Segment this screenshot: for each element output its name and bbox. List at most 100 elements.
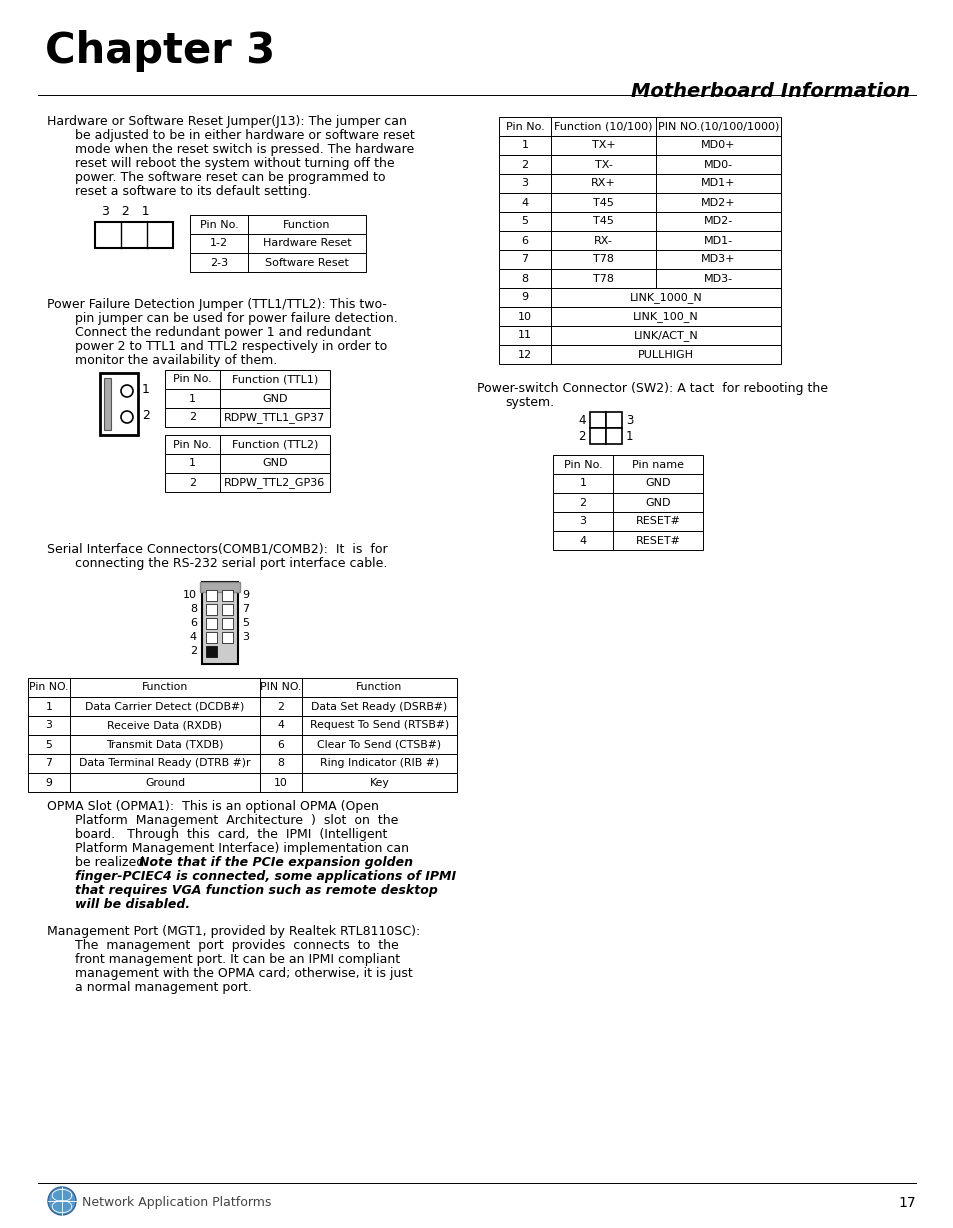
Text: RX-: RX- xyxy=(594,236,612,246)
Text: 3: 3 xyxy=(242,632,249,642)
Text: Pin No.: Pin No. xyxy=(172,375,212,384)
Text: 5: 5 xyxy=(521,216,528,226)
Text: 2: 2 xyxy=(189,478,196,488)
Text: 8: 8 xyxy=(521,274,528,284)
Text: 10: 10 xyxy=(517,312,532,322)
Text: 12: 12 xyxy=(517,350,532,360)
Text: Data Set Ready (DSRB#): Data Set Ready (DSRB#) xyxy=(311,701,447,711)
Text: Function (TTL2): Function (TTL2) xyxy=(232,440,318,449)
Bar xyxy=(190,215,366,235)
Bar xyxy=(190,253,366,271)
Text: board.   Through  this  card,  the  IPMI  (Intelligent: board. Through this card, the IPMI (Inte… xyxy=(75,828,387,841)
Text: Receive Data (RXDB): Receive Data (RXDB) xyxy=(108,721,222,731)
Bar xyxy=(165,370,330,389)
Bar xyxy=(104,378,111,430)
Text: 1: 1 xyxy=(189,393,195,404)
Text: 4: 4 xyxy=(578,414,585,427)
Text: 4: 4 xyxy=(190,632,196,642)
Text: connecting the RS-232 serial port interface cable.: connecting the RS-232 serial port interf… xyxy=(75,558,387,570)
Text: Motherboard Information: Motherboard Information xyxy=(630,82,909,101)
Text: TX-: TX- xyxy=(594,160,612,169)
Text: MD2-: MD2- xyxy=(703,216,732,226)
Text: PIN NO.(10/100/1000): PIN NO.(10/100/1000) xyxy=(658,122,779,131)
Text: 4: 4 xyxy=(578,535,586,545)
Text: MD3+: MD3+ xyxy=(700,254,735,264)
Text: MD0-: MD0- xyxy=(703,160,732,169)
Text: front management port. It can be an IPMI compliant: front management port. It can be an IPMI… xyxy=(75,953,399,966)
Text: LINK/ACT_N: LINK/ACT_N xyxy=(633,330,698,341)
Text: Request To Send (RTSB#): Request To Send (RTSB#) xyxy=(310,721,449,731)
Text: 2: 2 xyxy=(190,646,196,656)
Text: RESET#: RESET# xyxy=(635,535,679,545)
Text: GND: GND xyxy=(262,458,288,469)
Text: be realized.: be realized. xyxy=(75,856,152,869)
Bar xyxy=(222,618,233,629)
Text: 6: 6 xyxy=(521,236,528,246)
Text: monitor the availability of them.: monitor the availability of them. xyxy=(75,354,277,367)
Text: 10: 10 xyxy=(274,777,288,787)
Text: Platform  Management  Architecture  )  slot  on  the: Platform Management Architecture ) slot … xyxy=(75,814,398,826)
Text: Serial Interface Connectors(COMB1/COMB2):  It  is  for: Serial Interface Connectors(COMB1/COMB2)… xyxy=(47,543,387,556)
Text: 5: 5 xyxy=(242,618,249,628)
Text: 2: 2 xyxy=(277,701,284,711)
Text: RDPW_TTL1_GP37: RDPW_TTL1_GP37 xyxy=(224,413,325,422)
Text: Function: Function xyxy=(283,220,331,230)
Bar xyxy=(206,604,216,615)
Text: be adjusted to be in either hardware or software reset: be adjusted to be in either hardware or … xyxy=(75,129,415,142)
Bar xyxy=(28,736,456,754)
Text: Data Terminal Ready (DTRB #)r: Data Terminal Ready (DTRB #)r xyxy=(79,759,251,769)
Text: 2: 2 xyxy=(578,430,585,443)
Text: 1: 1 xyxy=(142,383,150,395)
Text: LINK_1000_N: LINK_1000_N xyxy=(629,292,701,303)
Bar xyxy=(165,473,330,492)
Text: The  management  port  provides  connects  to  the: The management port provides connects to… xyxy=(75,939,398,952)
Text: Transmit Data (TXDB): Transmit Data (TXDB) xyxy=(106,739,224,749)
Text: Ground: Ground xyxy=(145,777,185,787)
Bar xyxy=(553,456,702,474)
Bar xyxy=(100,373,138,435)
Text: PIN NO.: PIN NO. xyxy=(260,683,301,693)
Text: a normal management port.: a normal management port. xyxy=(75,981,252,993)
Text: pin jumper can be used for power failure detection.: pin jumper can be used for power failure… xyxy=(75,312,397,325)
Bar xyxy=(190,235,366,253)
Text: T45: T45 xyxy=(593,198,614,208)
Circle shape xyxy=(121,386,132,397)
Bar xyxy=(28,754,456,772)
Text: RX+: RX+ xyxy=(591,178,616,189)
Bar xyxy=(498,325,781,345)
Text: LINK_100_N: LINK_100_N xyxy=(633,311,699,322)
Bar xyxy=(498,155,781,174)
Text: 9: 9 xyxy=(521,292,528,302)
Bar xyxy=(28,678,456,698)
Text: 2: 2 xyxy=(578,497,586,507)
Text: OPMA Slot (OPMA1):  This is an optional OPMA (Open: OPMA Slot (OPMA1): This is an optional O… xyxy=(47,799,378,813)
Bar xyxy=(498,269,781,289)
Text: 1: 1 xyxy=(578,479,586,489)
Text: Function (TTL1): Function (TTL1) xyxy=(232,375,317,384)
Text: GND: GND xyxy=(262,393,288,404)
Text: Pin No.: Pin No. xyxy=(563,459,601,469)
Bar xyxy=(553,492,702,512)
Text: Data Carrier Detect (DCDB#): Data Carrier Detect (DCDB#) xyxy=(85,701,244,711)
Text: MD0+: MD0+ xyxy=(700,140,735,151)
Text: MD1+: MD1+ xyxy=(700,178,735,189)
Text: Chapter 3: Chapter 3 xyxy=(45,29,275,72)
Text: Pin name: Pin name xyxy=(631,459,683,469)
Text: reset a software to its default setting.: reset a software to its default setting. xyxy=(75,185,311,198)
Text: Function (10/100): Function (10/100) xyxy=(554,122,652,131)
Text: Platform Management Interface) implementation can: Platform Management Interface) implement… xyxy=(75,842,409,855)
Bar xyxy=(28,698,456,716)
Circle shape xyxy=(48,1187,76,1214)
Text: 7: 7 xyxy=(242,604,249,614)
Bar xyxy=(165,454,330,473)
Text: Management Port (MGT1, provided by Realtek RTL8110SC):: Management Port (MGT1, provided by Realt… xyxy=(47,925,420,938)
Text: Power-switch Connector (SW2): A tact  for rebooting the: Power-switch Connector (SW2): A tact for… xyxy=(476,382,827,395)
Text: GND: GND xyxy=(644,497,670,507)
Bar xyxy=(498,231,781,251)
Text: Hardware or Software Reset Jumper(J13): The jumper can: Hardware or Software Reset Jumper(J13): … xyxy=(47,115,406,128)
Text: RDPW_TTL2_GP36: RDPW_TTL2_GP36 xyxy=(224,476,325,488)
Text: 3   2   1: 3 2 1 xyxy=(102,205,150,219)
Text: Clear To Send (CTSB#): Clear To Send (CTSB#) xyxy=(317,739,441,749)
Text: 9: 9 xyxy=(46,777,52,787)
Bar xyxy=(553,530,702,550)
